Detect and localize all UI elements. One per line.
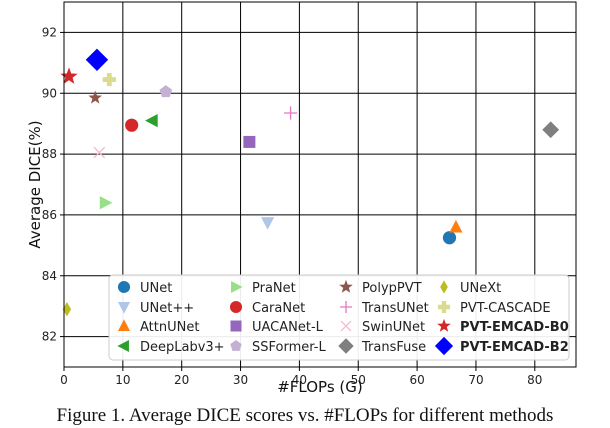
figure-caption: Figure 1. Average DICE scores vs. #FLOPs… [56,405,554,426]
x-tick-label: 0 [60,373,68,387]
point-deeplabv3- [145,114,158,128]
x-tick-label: 80 [527,373,542,387]
x-tick-label: 10 [115,373,130,387]
data-points [60,48,560,317]
legend-marker-unext [440,280,448,294]
x-axis-ticks: 0 10 20 30 40 50 60 70 80 [60,367,542,387]
legend-marker-transfuse [338,338,354,354]
point-unet [442,231,457,245]
legend-marker-pvt-cascade [437,300,451,314]
legend-label-pvt-cascade: PVT-CASCADE [460,301,551,316]
point-pvt-emcad-b0 [60,67,78,84]
y-axis-label: Average DICE(%) [26,120,44,248]
legend-marker-polyppvt [339,279,353,293]
point-unet- [261,217,275,230]
legend-marker-pranet [231,280,243,294]
legend-marker-pvt-emcad-b0 [437,318,451,332]
x-tick-label: 30 [233,373,248,387]
scatter-chart: 0 10 20 30 40 50 60 70 80 82 84 86 88 90 92 #FLOPs (G… [26,1,577,396]
legend-label-pranet: PraNet [252,281,296,296]
point-ssformer-l [159,85,173,98]
legend-marker-unet [117,280,131,294]
legend-label-ssformer-l: SSFormer-L [252,340,326,355]
legend-label-transunet: TransUNet [361,301,429,316]
legend-label-attnunet: AttnUNet [140,320,199,335]
legend-label-unet-: UNet++ [140,301,194,316]
y-tick-label: 90 [42,86,57,100]
point-transfuse [542,121,560,139]
x-tick-label: 60 [409,373,424,387]
point-attnunet [449,219,463,233]
point-transunet [283,106,298,120]
x-tick-label: 70 [468,373,483,387]
plot-frame [63,1,577,368]
legend: UNet UNet++ AttnUNet DeepLabv3+ PraNet CaraNe… [108,274,570,361]
legend-label-deeplabv3-: DeepLabv3+ [140,340,225,355]
point-unext [62,302,72,317]
legend-marker-deeplabv3- [117,339,129,353]
legend-label-pvt-emcad-b0: PVT-EMCAD-B0 [460,320,569,335]
legend-label-unet: UNet [140,281,172,296]
x-tick-label: 40 [292,373,307,387]
point-swinunet [93,146,106,159]
legend-label-unext: UNeXt [460,281,501,296]
legend-label-swinunet: SwinUNet [362,320,425,335]
legend-marker-ssformer-l [230,339,242,351]
legend-marker-caranet [229,300,243,314]
point-caranet [125,118,139,132]
y-tick-label: 82 [42,330,57,344]
y-tick-label: 88 [42,147,57,161]
x-tick-label: 50 [351,373,366,387]
point-pvt-emcad-b2 [85,48,109,71]
y-tick-label: 92 [42,25,57,39]
legend-label-transfuse: TransFuse [361,340,426,355]
legend-marker-pvt-emcad-b2 [434,336,454,356]
x-axis-label: #FLOPs (G) [277,378,363,396]
point-pvt-cascade [102,72,116,87]
grid-lines [64,2,576,367]
legend-box [108,274,570,361]
legend-label-pvt-emcad-b2: PVT-EMCAD-B2 [460,340,569,355]
legend-marker-attnunet [117,319,131,331]
point-polyppvt [88,90,102,104]
x-tick-label: 20 [174,373,189,387]
point-pranet [99,196,113,210]
legend-marker-transunet [339,300,353,314]
y-tick-label: 86 [42,208,57,222]
legend-label-caranet: CaraNet [252,301,305,316]
legend-marker-unet- [117,302,131,314]
legend-marker-uacanet-l [230,320,242,332]
y-tick-label: 84 [42,269,57,283]
legend-label-uacanet-l: UACANet-L [252,320,324,335]
point-uacanet-l [243,135,256,148]
y-axis-ticks: 82 84 86 88 90 92 [42,25,64,344]
legend-marker-swinunet [340,320,352,332]
legend-label-polyppvt: PolypPVT [362,281,422,296]
